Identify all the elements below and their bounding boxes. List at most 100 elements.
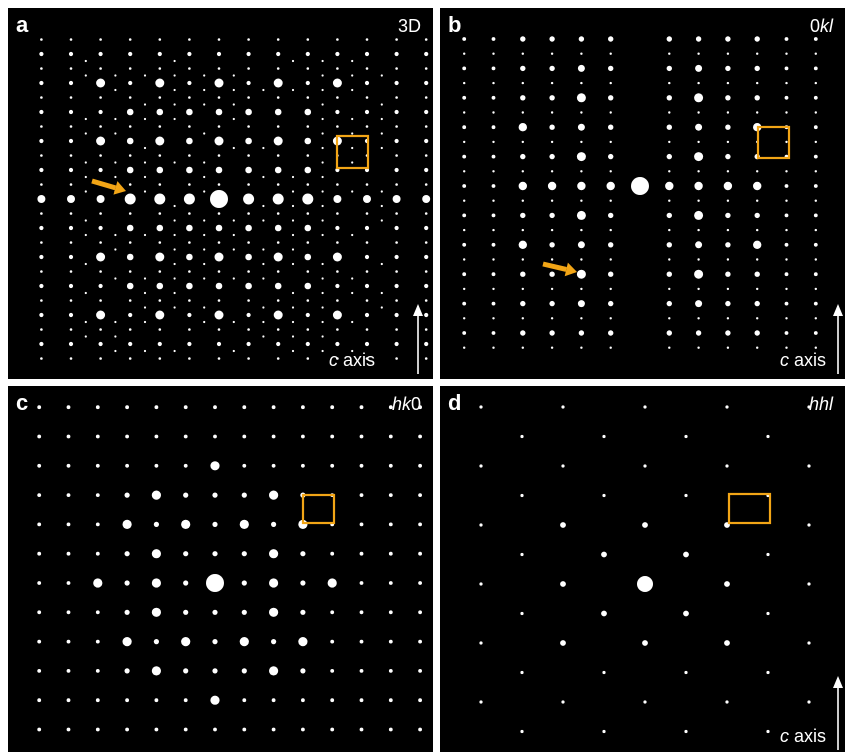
diffraction-spot [151,578,161,588]
diffraction-spot [813,37,818,41]
diffraction-spot [124,551,130,557]
diffraction-spot [463,346,466,349]
panel-label: d [448,390,462,415]
diffraction-spot [173,277,176,280]
diffraction-spot [276,328,280,331]
diffraction-spot [521,258,524,261]
diffraction-spot [756,346,759,349]
diffraction-spot [245,282,252,290]
diffraction-spot [151,607,161,617]
diffraction-spot [301,698,305,703]
diffraction-spot [213,405,217,410]
diffraction-spot [321,233,324,237]
diffraction-spot [173,306,176,309]
diffraction-spot [725,95,731,101]
diffraction-spot [359,434,364,439]
diffraction-spot [784,95,789,100]
diffraction-spot [114,248,117,251]
diffraction-spot [602,493,606,498]
diffraction-spot [637,576,653,592]
diffraction-spot [306,96,310,99]
diffraction-spot [424,225,429,231]
diffraction-spot [351,146,354,150]
diffraction-spot [479,464,483,468]
diffraction-spot [188,241,191,244]
diffraction-spot [336,125,339,128]
diffraction-spot [394,138,399,144]
diffraction-spot [216,341,222,347]
diffraction-spot [550,258,554,261]
diffraction-spot [273,136,283,146]
diffraction-spot [173,88,176,92]
diffraction-spot [364,254,370,260]
diffraction-spot [766,670,770,675]
diffraction-spot [725,405,729,409]
diffraction-spot [126,224,134,232]
diffraction-spot [154,463,159,468]
diffraction-spot [756,317,759,320]
diffraction-spot [550,199,554,202]
diffraction-spot [321,59,324,63]
diffraction-spot [66,581,71,585]
diffraction-spot [232,248,235,251]
diffraction-spot [549,36,555,42]
diffraction-spot [96,195,105,203]
diffraction-spot [66,463,71,468]
diffraction-spot [754,36,760,42]
diffraction-spot [143,117,147,121]
diffraction-spot [187,341,192,347]
diffraction-spot [561,700,565,704]
diffraction-spot [128,341,133,347]
diffraction-spot [668,346,671,349]
diffraction-spot [276,241,280,244]
diffraction-spot [726,228,730,232]
diffraction-spot [40,125,43,128]
diffraction-spot [68,138,74,144]
diffraction-spot [813,95,818,100]
diffraction-spot [66,610,71,615]
diffraction-spot [40,328,43,331]
diffraction-spot [37,610,42,615]
diffraction-spot [492,140,495,144]
diffraction-spot [807,582,811,586]
diffraction-spot [99,299,102,302]
diffraction-spot [37,698,42,703]
diffraction-spot [276,125,280,128]
diffraction-spot [68,225,74,231]
panel-c: c hk0 [8,386,433,752]
diffraction-spot [335,341,340,347]
diffraction-spot [424,154,428,157]
diffraction-spot [550,52,554,55]
diffraction-spot [126,282,134,290]
diffraction-spot [723,181,733,191]
diffraction-spot [247,299,250,302]
diffraction-spot [521,140,524,144]
diffraction-spot [756,258,759,261]
diffraction-spot [754,212,760,219]
diffraction-spot [814,52,817,55]
unit-cell-box [335,134,370,170]
diffraction-spot [418,493,422,497]
diffraction-spot [725,464,729,468]
diffraction-spot [96,78,106,88]
diffraction-spot [753,240,762,249]
diffraction-spot [394,341,399,347]
panel-label: a [16,12,29,37]
diffraction-spot [395,357,398,360]
diffraction-spot [388,551,393,556]
diffraction-spot [684,729,688,734]
diffraction-spot [300,551,306,557]
diffraction-spot [247,67,250,70]
diffraction-spot [114,88,117,92]
diffraction-spot [642,640,648,646]
diffraction-spot [813,66,818,71]
diffraction-spot [95,551,100,556]
diffraction-spot [668,287,671,291]
diffraction-spot [143,146,147,150]
diffraction-spot [262,262,265,266]
diffraction-spot [271,463,276,468]
diffraction-spot [521,346,524,349]
diffraction-spot [666,65,672,72]
diffraction-spot [580,140,583,144]
diffraction-spot [418,581,422,585]
